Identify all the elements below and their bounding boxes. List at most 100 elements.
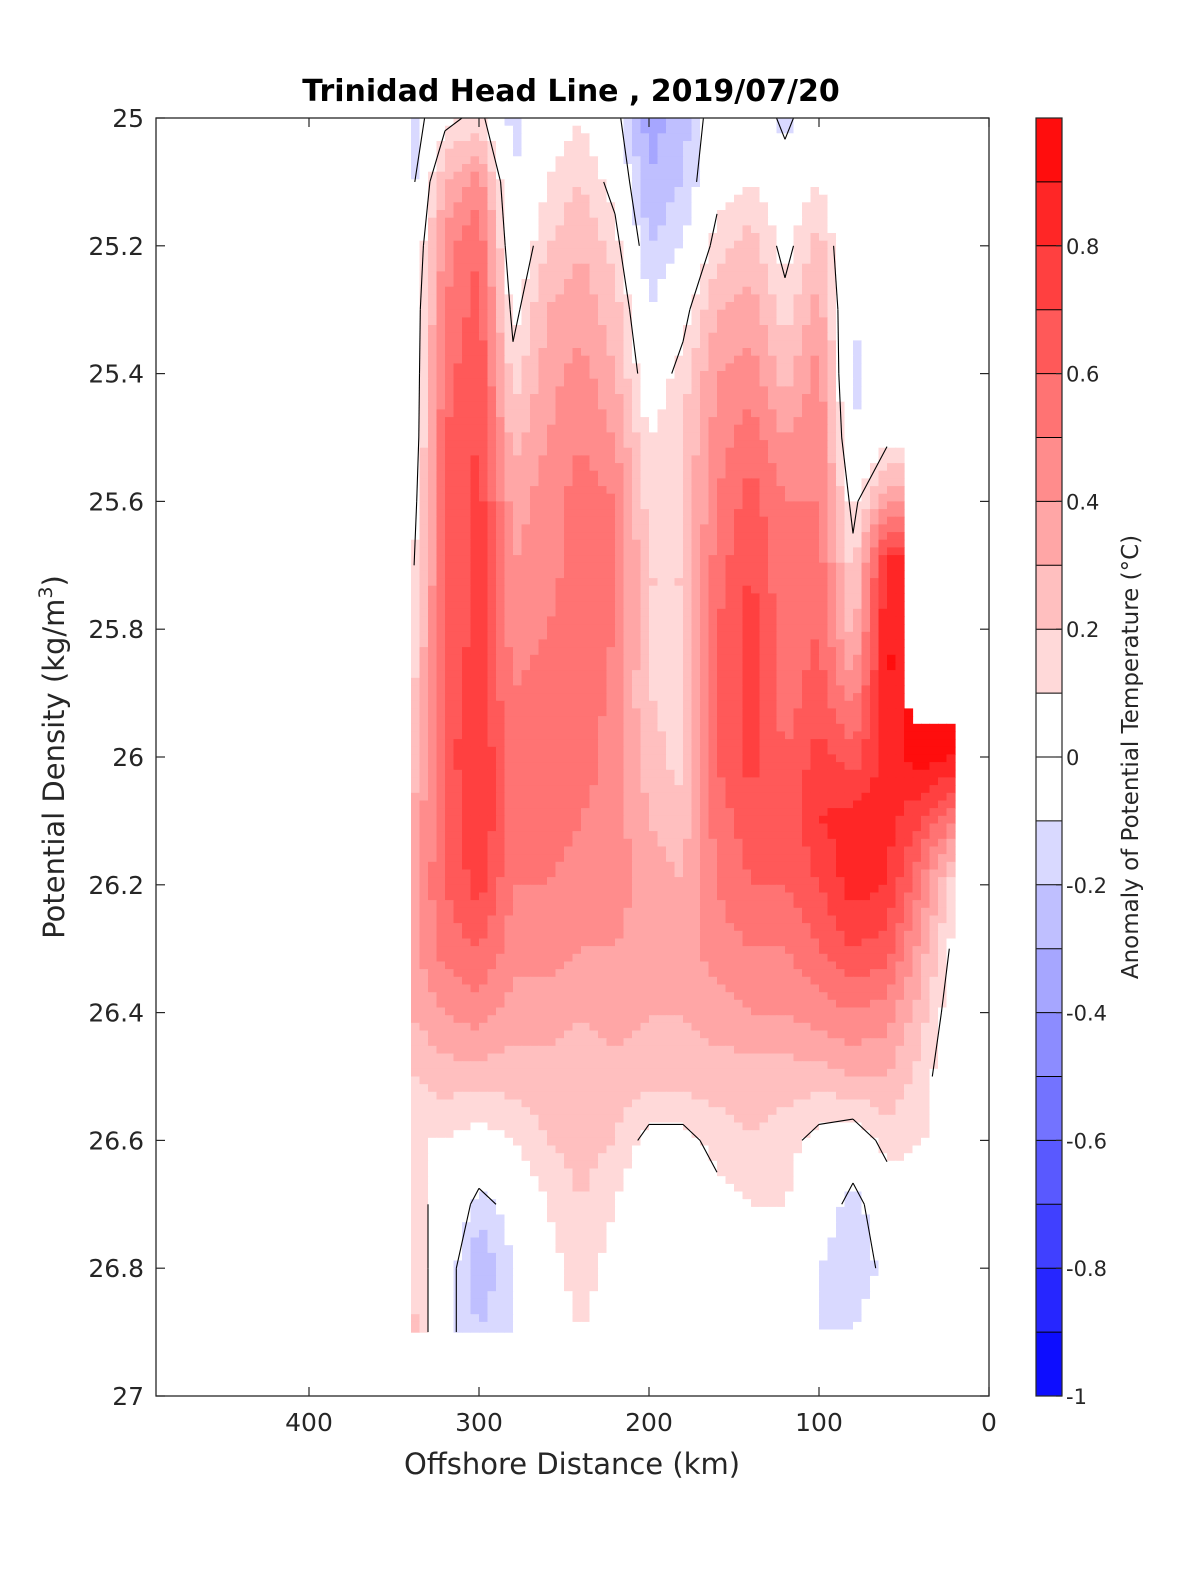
contour-cell: [581, 217, 591, 226]
contour-cell: [470, 164, 480, 173]
contour-cell: [870, 493, 880, 502]
contour-cell: [887, 424, 897, 433]
contour-cell: [708, 532, 718, 541]
contour-cell: [606, 348, 616, 357]
contour-cell: [462, 210, 472, 219]
contour-cell: [793, 355, 803, 364]
contour-cell: [810, 279, 820, 288]
contour-cell: [657, 217, 667, 226]
contour-cell: [555, 716, 565, 725]
contour-cell: [674, 217, 684, 226]
contour-cell: [793, 516, 803, 525]
contour-cell: [479, 371, 489, 380]
contour-cell: [572, 739, 582, 748]
contour-cell: [657, 432, 667, 441]
contour-cell: [887, 639, 897, 648]
contour-cell: [453, 118, 463, 127]
contour-cell: [734, 493, 744, 502]
contour-cell: [793, 631, 803, 641]
contour-cell: [742, 363, 752, 372]
contour-cell: [649, 447, 659, 456]
contour-cell: [793, 171, 803, 180]
contour-cell: [589, 217, 599, 226]
contour-cell: [708, 631, 718, 641]
contour-cell: [683, 677, 693, 687]
contour-cell: [581, 371, 591, 380]
contour-cell: [759, 240, 769, 249]
contour-cell: [691, 478, 701, 487]
contour-cell: [725, 670, 735, 679]
contour-cell: [700, 409, 710, 418]
contour-cell: [504, 325, 514, 334]
contour-cell: [691, 217, 701, 226]
contour-cell: [861, 164, 871, 173]
contour-cell: [513, 194, 523, 203]
contour-cell: [683, 746, 693, 756]
contour-cell: [615, 716, 625, 725]
contour-cell: [683, 363, 693, 372]
contour-cell: [649, 677, 659, 687]
contour-cell: [861, 547, 871, 556]
contour-cell: [844, 256, 854, 265]
contour-cell: [802, 731, 812, 740]
contour-cell: [708, 332, 718, 341]
contour-cell: [751, 570, 761, 579]
contour-cell: [836, 662, 846, 671]
contour-cell: [572, 631, 582, 641]
contour-cell: [725, 501, 735, 510]
contour-cell: [521, 340, 531, 349]
contour-cell: [904, 762, 914, 771]
contour-cell: [564, 762, 574, 771]
contour-cell: [479, 739, 489, 748]
contour-cell: [793, 754, 803, 763]
contour-cell: [708, 171, 718, 180]
contour-cell: [411, 363, 421, 372]
contour-cell: [487, 148, 497, 157]
contour-cell: [827, 585, 837, 594]
contour-cell: [861, 601, 871, 610]
contour-cell: [445, 378, 455, 387]
contour-cell: [683, 325, 693, 334]
contour-cell: [564, 309, 574, 318]
contour-cell: [759, 164, 769, 173]
contour-cell: [836, 532, 846, 541]
contour-cell: [411, 616, 421, 625]
contour-cell: [445, 148, 455, 157]
contour-cell: [717, 401, 727, 410]
contour-cell: [606, 141, 616, 150]
contour-cell: [632, 371, 642, 380]
contour-cell: [436, 394, 446, 403]
contour-cell: [623, 325, 633, 334]
contour-cell: [513, 294, 523, 303]
contour-cell: [470, 670, 480, 679]
contour-cell: [581, 486, 591, 495]
contour-cell: [666, 187, 676, 196]
contour-cell: [521, 631, 531, 641]
contour-cell: [487, 547, 497, 556]
contour-cell: [819, 225, 829, 234]
contour-cell: [649, 317, 659, 326]
contour-cell: [861, 355, 871, 364]
contour-cell: [666, 624, 676, 633]
contour-cell: [572, 769, 582, 779]
contour-cell: [513, 562, 523, 571]
contour-cell: [768, 547, 778, 556]
contour-cell: [445, 631, 455, 641]
contour-cell: [555, 432, 565, 441]
contour-cell: [691, 539, 701, 548]
contour-cell: [462, 202, 472, 211]
contour-cell: [445, 164, 455, 173]
contour-cell: [598, 401, 608, 410]
contour-cell: [504, 217, 514, 226]
contour-cell: [785, 332, 795, 341]
contour-cell: [717, 325, 727, 334]
contour-cell: [827, 171, 837, 180]
contour-cell: [419, 248, 429, 257]
contour-cell: [836, 432, 846, 441]
contour-cell: [640, 447, 650, 456]
contour-cell: [700, 470, 710, 479]
contour-cell: [861, 524, 871, 533]
contour-cell: [802, 570, 812, 579]
contour-cell: [547, 317, 557, 326]
contour-cell: [785, 639, 795, 648]
